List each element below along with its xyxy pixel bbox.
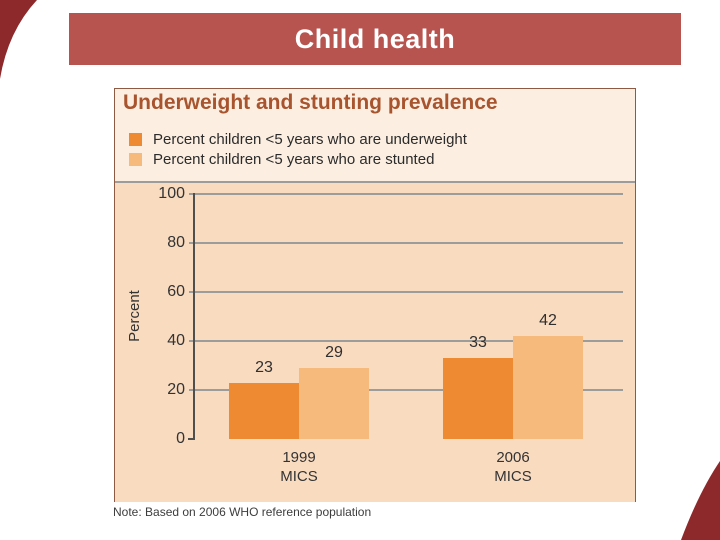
footnote: Note: Based on 2006 WHO reference popula… — [113, 505, 372, 519]
bar-underweight-0 — [229, 382, 299, 439]
gridline — [189, 291, 623, 293]
y-tick-label: 60 — [167, 283, 185, 300]
y-axis-line — [193, 193, 195, 440]
bar-value-label: 42 — [539, 312, 557, 330]
y-tick-label: 80 — [167, 234, 185, 251]
slide-title: Child health — [294, 23, 456, 54]
legend-item-stunted: Percent children <5 years who are stunte… — [129, 149, 467, 169]
legend-label-stunted: Percent children <5 years who are stunte… — [153, 150, 435, 168]
legend-swatch-underweight — [129, 132, 142, 146]
legend-item-underweight: Percent children <5 years who are underw… — [129, 129, 467, 149]
legend-plot-divider — [115, 181, 635, 183]
slide-title-bar: Child health — [69, 13, 681, 65]
bar-value-label: 29 — [325, 343, 343, 361]
bar-stunted-1 — [513, 336, 583, 439]
gridline — [189, 389, 623, 391]
bar-value-label: 33 — [469, 334, 487, 352]
gridline — [189, 193, 623, 195]
y-tick-label: 20 — [167, 381, 185, 398]
y-tick-label: 100 — [158, 184, 185, 202]
chart-legend: Percent children <5 years who are underw… — [129, 129, 467, 169]
plot-area: Percent 0 20 40 60 80 100 23 33 29 42 1999 MICS 200… — [115, 183, 635, 502]
zero-tick — [188, 438, 195, 440]
bar-underweight-1 — [443, 358, 513, 439]
bar-value-label: 23 — [255, 358, 273, 376]
gridline — [189, 242, 623, 244]
bar-stunted-0 — [299, 367, 369, 439]
gridline — [189, 340, 623, 342]
corner-decoration-top-left — [0, 0, 37, 79]
corner-decoration-bottom-right — [681, 461, 720, 540]
y-axis-title: Percent — [126, 290, 143, 342]
category-label: 1999 MICS — [280, 449, 318, 485]
chart-title: Underweight and stunting prevalence — [123, 91, 498, 114]
y-tick-label: 40 — [167, 332, 185, 349]
category-label: 2006 MICS — [494, 449, 532, 485]
y-tick-label: 0 — [176, 430, 185, 447]
legend-swatch-stunted — [129, 152, 142, 166]
chart-panel: Underweight and stunting prevalence Perc… — [114, 88, 636, 502]
legend-label-underweight: Percent children <5 years who are underw… — [153, 130, 467, 148]
